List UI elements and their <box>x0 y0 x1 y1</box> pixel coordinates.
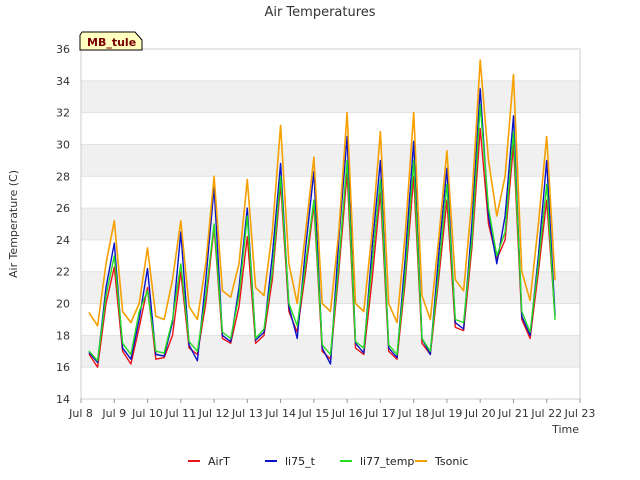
y-tick-label: 16 <box>56 361 70 374</box>
x-tick-label: Jul 14 <box>264 407 296 420</box>
x-tick-label: Jul 22 <box>530 407 562 420</box>
x-tick-label: Jul 10 <box>131 407 163 420</box>
y-tick-label: 30 <box>56 138 70 151</box>
site-badge-shape <box>79 31 143 51</box>
y-tick-label: 32 <box>56 107 70 120</box>
y-tick-label: 34 <box>56 75 70 88</box>
background-band <box>81 80 580 113</box>
plot-background-bands <box>81 80 580 368</box>
chart-title: Air Temperatures <box>264 5 375 20</box>
series-lines <box>88 59 556 368</box>
series-line-li75-t <box>88 88 556 365</box>
x-tick-label: Jul 12 <box>198 407 230 420</box>
plot-area-frame <box>80 48 581 400</box>
x-tick-label: Jul 23 <box>564 407 596 420</box>
y-tick-label: 28 <box>56 170 70 183</box>
legend-label-tsonic: Tsonic <box>434 455 468 468</box>
y-tick-label: 14 <box>56 393 70 406</box>
y-axis-label: Air Temperature (C) <box>7 170 20 278</box>
x-tick-label: Jul 15 <box>297 407 329 420</box>
background-band <box>81 271 580 304</box>
x-axis-label: Time <box>551 423 579 436</box>
site-badge-label: MB_tule <box>87 36 136 49</box>
y-tick-label: 22 <box>56 266 70 279</box>
legend-label-li75-t: li75_t <box>285 455 316 468</box>
x-tick-label: Jul 16 <box>331 407 363 420</box>
y-tick-label: 36 <box>56 43 70 56</box>
legend: AirT li75_t li77_temp Tsonic <box>188 455 468 468</box>
y-tick-label: 20 <box>56 298 70 311</box>
y-axis-ticks: 14 16 18 20 22 24 26 28 30 32 34 36 <box>56 43 70 406</box>
x-tick-label: Jul 17 <box>364 407 396 420</box>
x-tick-label: Jul 8 <box>68 407 93 420</box>
y-tick-label: 24 <box>56 234 70 247</box>
series-line-tsonic <box>88 59 556 327</box>
site-badge: MB_tule <box>79 31 143 51</box>
x-tick-label: Jul 11 <box>164 407 196 420</box>
x-tick-label: Jul 13 <box>231 407 263 420</box>
series-line-airt <box>88 127 556 368</box>
legend-label-li77-temp: li77_temp <box>360 455 414 468</box>
x-tick-label: Jul 9 <box>101 407 126 420</box>
legend-label-airt: AirT <box>208 455 230 468</box>
x-tick-label: Jul 21 <box>497 407 529 420</box>
x-tick-label: Jul 18 <box>397 407 429 420</box>
x-tick-label: Jul 20 <box>464 407 496 420</box>
y-tick-label: 18 <box>56 329 70 342</box>
x-tick-label: Jul 19 <box>431 407 463 420</box>
y-tick-label: 26 <box>56 202 70 215</box>
background-band <box>81 144 580 177</box>
x-axis-ticks: Jul 8 Jul 9 Jul 10 Jul 11 Jul 12 Jul 13 Jul 14… <box>68 399 595 420</box>
series-line-li77-temp <box>88 103 556 362</box>
